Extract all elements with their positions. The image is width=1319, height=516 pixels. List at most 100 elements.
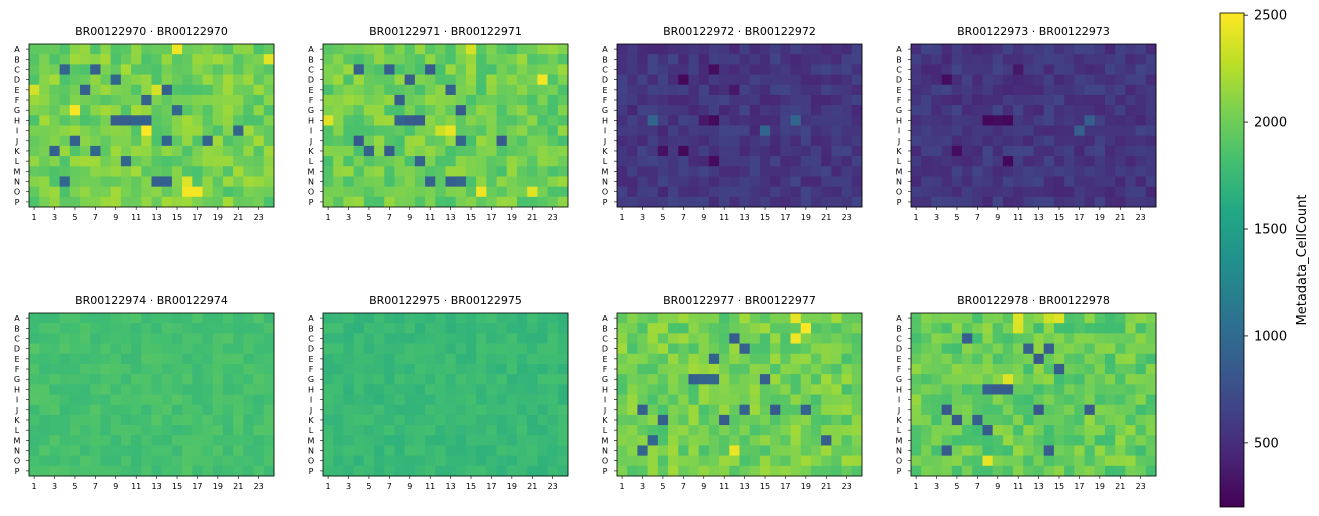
heatmap-cell [557, 445, 569, 457]
heatmap-cell [547, 414, 559, 426]
heatmap-cell [1074, 196, 1085, 208]
heatmap-cell [911, 455, 922, 467]
heatmap-cell [486, 323, 497, 334]
heatmap-cell [617, 54, 628, 65]
heatmap-cell [921, 64, 932, 75]
heatmap-cell [831, 435, 842, 446]
heatmap-cell [29, 455, 40, 467]
heatmap-cell [1002, 196, 1014, 208]
heatmap-cell [182, 145, 193, 157]
heatmap-cell [637, 135, 649, 147]
heatmap-cell [527, 176, 538, 188]
heatmap-cell [253, 313, 265, 324]
heatmap-cell [831, 54, 842, 65]
heatmap-cell [1064, 425, 1075, 436]
heatmap-cell [821, 44, 832, 55]
heatmap-cell [729, 135, 740, 147]
heatmap-cell [110, 135, 122, 147]
heatmap-cell [496, 363, 508, 375]
heatmap-cell [810, 414, 822, 426]
heatmap-cell [780, 186, 791, 198]
heatmap-cell [1094, 333, 1106, 344]
heatmap-cell [1074, 465, 1085, 477]
heatmap-cell [688, 435, 700, 446]
heatmap-cell [547, 455, 559, 467]
heatmap-cell [374, 394, 385, 406]
heatmap-cell [171, 54, 183, 65]
heatmap-cell [29, 323, 40, 334]
row-label: C [896, 65, 902, 74]
heatmap-cell [931, 176, 943, 188]
colorbar-tick-label: 1000 [1254, 329, 1287, 344]
heatmap-cell [1084, 404, 1096, 416]
heatmap-cell [1013, 84, 1024, 96]
heatmap-cell [29, 374, 40, 385]
heatmap-cell [729, 54, 740, 65]
heatmap-cell [729, 425, 740, 436]
heatmap-cell [233, 105, 244, 116]
heatmap-cell [982, 44, 994, 55]
heatmap-cell [759, 125, 771, 137]
heatmap-cell [496, 135, 508, 147]
heatmap-cell [719, 333, 730, 344]
heatmap-cell [1043, 44, 1055, 55]
heatmap-cell [921, 445, 932, 457]
heatmap-cell [657, 44, 669, 55]
heatmap-cell [739, 105, 751, 116]
heatmap-cell [951, 333, 963, 344]
heatmap-cell [657, 156, 669, 167]
heatmap-cell [182, 156, 193, 167]
heatmap-cell [141, 333, 152, 344]
heatmap-cell [972, 425, 983, 436]
heatmap-cell [821, 54, 832, 65]
heatmap-cell [1115, 313, 1126, 324]
heatmap-cell [698, 156, 710, 167]
heatmap-cell [59, 414, 71, 426]
heatmap-cell [455, 186, 467, 198]
heatmap-cell [182, 196, 193, 208]
plate-panel: BR00122974 · BR00122974ABCDEFGHIJKLMNOP1… [14, 294, 275, 491]
heatmap-cell [941, 384, 953, 395]
heatmap-cell [425, 156, 436, 167]
heatmap-cell [29, 465, 40, 477]
heatmap-cell [414, 94, 426, 106]
heatmap-cell [374, 323, 385, 334]
heatmap-cell [506, 414, 518, 426]
heatmap-cell [831, 343, 842, 355]
heatmap-cell [951, 363, 963, 375]
heatmap-cell [212, 394, 224, 406]
heatmap-cell [951, 374, 963, 385]
heatmap-cell [719, 84, 730, 96]
heatmap-cell [212, 44, 224, 55]
heatmap-cell [1115, 425, 1126, 436]
heatmap-cell [151, 145, 163, 157]
heatmap-cell [192, 333, 203, 344]
heatmap-cell [992, 435, 1004, 446]
heatmap-cell [363, 64, 375, 75]
heatmap-cell [770, 445, 781, 457]
heatmap-cell [1135, 156, 1147, 167]
heatmap-cell [678, 394, 689, 406]
heatmap-cell [374, 384, 385, 395]
heatmap-cell [59, 145, 71, 157]
column-label: 5 [954, 482, 959, 491]
heatmap-cell [39, 125, 50, 137]
heatmap-cell [516, 384, 528, 395]
heatmap-cell [323, 455, 334, 467]
heatmap-cell [780, 404, 791, 416]
heatmap-cell [455, 435, 467, 446]
heatmap-cell [627, 394, 638, 406]
heatmap-cell [547, 384, 559, 395]
column-label: 21 [233, 482, 243, 491]
heatmap-cell [486, 394, 497, 406]
heatmap-cell [810, 196, 822, 208]
heatmap-cell [202, 374, 214, 385]
heatmap-cell [739, 384, 751, 395]
heatmap-cell [557, 394, 569, 406]
heatmap-cell [647, 166, 659, 177]
heatmap-cell [931, 64, 943, 75]
heatmap-cell [810, 44, 822, 55]
heatmap-cell [171, 64, 183, 75]
heatmap-cell [80, 343, 91, 355]
row-label: J [15, 406, 18, 415]
